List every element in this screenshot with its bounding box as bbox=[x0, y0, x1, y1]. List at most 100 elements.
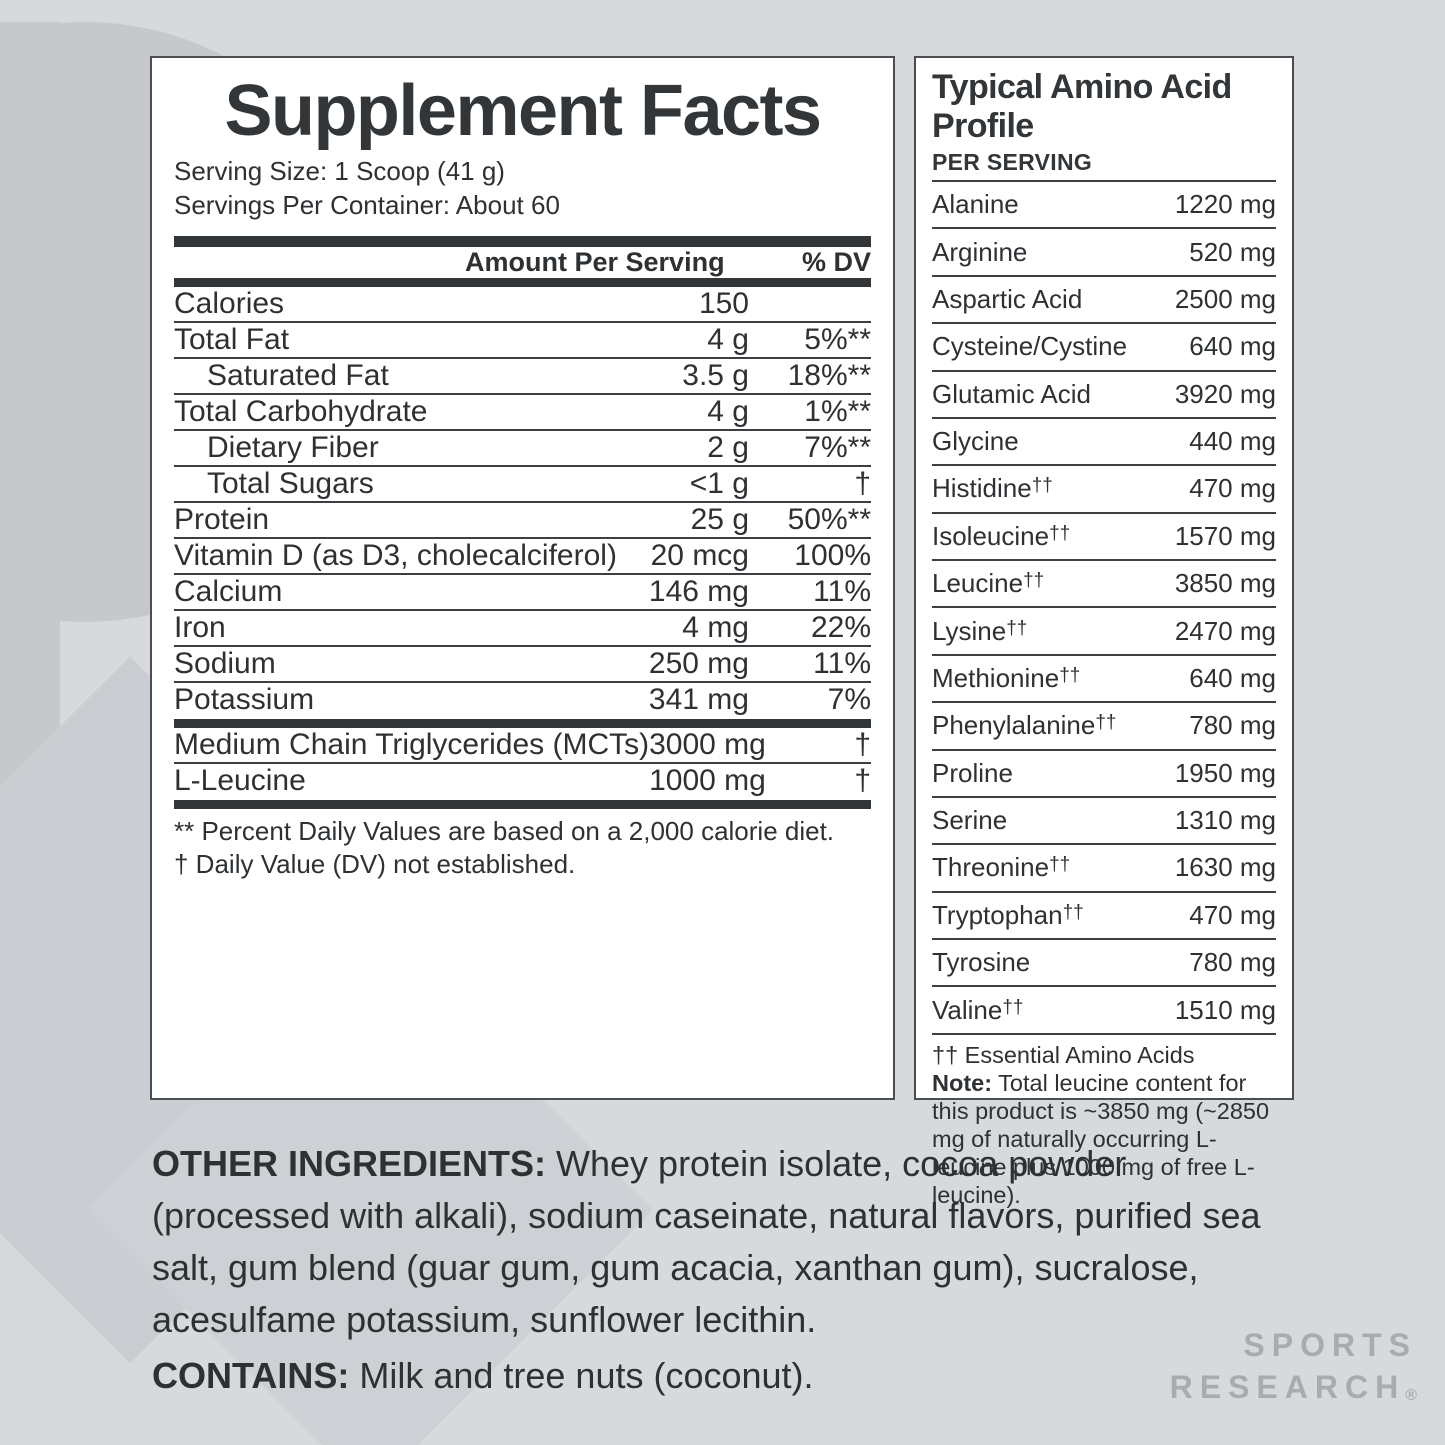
other-ingredients-block: OTHER INGREDIENTS: Whey protein isolate,… bbox=[152, 1138, 1312, 1346]
extra-ingredient-name: Medium Chain Triglycerides (MCTs) bbox=[174, 728, 650, 761]
header-percent-dv: % DV bbox=[801, 247, 871, 277]
amino-acid-name: Lysine†† bbox=[932, 606, 1159, 655]
amino-acid-value: 640 mg bbox=[1158, 322, 1276, 371]
amino-acid-name: Threonine†† bbox=[932, 843, 1159, 892]
amino-acid-row: Isoleucine†† 1570 mg bbox=[932, 511, 1276, 560]
nutrient-name: Total Sugars bbox=[174, 465, 643, 502]
amino-acid-row: Lysine†† 2470 mg bbox=[932, 606, 1276, 655]
amino-acid-value: 470 mg bbox=[1158, 890, 1276, 939]
amino-acid-name: Valine†† bbox=[932, 985, 1159, 1033]
thick-divider-before-extras bbox=[174, 719, 871, 728]
servings-per-container-text: Servings Per Container: About 60 bbox=[174, 190, 560, 220]
amino-acid-row: Alanine 1220 mg bbox=[932, 179, 1276, 229]
nutrient-name: Potassium bbox=[174, 681, 643, 717]
nutrient-percent-dv: 7% bbox=[753, 681, 871, 717]
contains-text: Milk and tree nuts (coconut). bbox=[349, 1355, 814, 1396]
amino-acid-profile-panel: Typical Amino Acid Profile PER SERVING A… bbox=[914, 56, 1294, 1208]
amino-acid-table: Alanine 1220 mg Arginine 520 mg Aspartic Aci… bbox=[932, 179, 1276, 1033]
nutrient-amount: 4 g bbox=[642, 321, 753, 358]
amino-acid-name: Arginine bbox=[932, 227, 1159, 276]
amino-acid-value: 2470 mg bbox=[1158, 606, 1276, 655]
amino-acid-row: Proline 1950 mg bbox=[932, 748, 1276, 797]
amino-acid-value: 440 mg bbox=[1158, 416, 1276, 466]
nutrient-percent-dv: 100% bbox=[753, 537, 871, 574]
amino-acid-value: 780 mg bbox=[1158, 937, 1276, 987]
registered-mark: ® bbox=[1405, 1387, 1417, 1404]
nutrient-name: Calcium bbox=[174, 573, 643, 610]
nutrient-name: Iron bbox=[174, 609, 643, 646]
nutrient-percent-dv: 11% bbox=[753, 573, 871, 610]
extra-ingredient-row: L-Leucine 1000 mg † bbox=[174, 762, 871, 798]
nutrient-rows-table: Calories 150 Total Fat 4 g 5%** Saturated Fat… bbox=[174, 287, 871, 717]
nutrient-percent-dv: † bbox=[753, 465, 871, 502]
amino-acid-row: Valine†† 1510 mg bbox=[932, 985, 1276, 1033]
supplement-facts-panel: Supplement Facts Serving Size: 1 Scoop (… bbox=[150, 56, 895, 1100]
nutrient-row: Saturated Fat 3.5 g 18%** bbox=[174, 357, 871, 394]
amino-acid-name: Leucine†† bbox=[932, 558, 1159, 608]
nutrient-percent-dv: 18%** bbox=[753, 357, 871, 394]
amino-acid-value: 520 mg bbox=[1158, 227, 1276, 276]
amino-acid-value: 1310 mg bbox=[1158, 795, 1276, 845]
nutrient-percent-dv: 5%** bbox=[753, 321, 871, 358]
thick-divider-under-header bbox=[174, 278, 871, 287]
amino-acid-row: Aspartic Acid 2500 mg bbox=[932, 274, 1276, 324]
amino-acid-name: Alanine bbox=[932, 179, 1159, 229]
essential-marker: †† bbox=[1031, 475, 1053, 497]
extra-ingredient-dv: † bbox=[854, 728, 871, 761]
other-ingredients-text: Whey protein isolate, cocoa powder (proc… bbox=[152, 1143, 1261, 1340]
amino-acid-name: Phenylalanine†† bbox=[932, 701, 1159, 750]
thick-divider-top bbox=[174, 236, 871, 247]
brand-line-1: SPORTS bbox=[1243, 1327, 1417, 1363]
header-amount-per-serving: Amount Per Serving bbox=[465, 247, 725, 277]
extra-ingredient-amount: 3000 mg bbox=[649, 728, 766, 761]
nutrient-row: Total Carbohydrate 4 g 1%** bbox=[174, 393, 871, 430]
amino-acid-value: 1570 mg bbox=[1158, 511, 1276, 560]
brand-line-2-wrap: RESEARCH® bbox=[1170, 1366, 1417, 1417]
amino-acid-row: Tyrosine 780 mg bbox=[932, 937, 1276, 987]
footnote-dagger: † Daily Value (DV) not established. bbox=[174, 849, 576, 879]
nutrient-amount: 3.5 g bbox=[642, 357, 753, 394]
amino-acid-row: Leucine†† 3850 mg bbox=[932, 558, 1276, 608]
extra-ingredient-name: L-Leucine bbox=[174, 762, 650, 798]
nutrient-name: Protein bbox=[174, 501, 643, 538]
nutrient-amount: <1 g bbox=[642, 465, 753, 502]
extra-ingredient-rows-table: Medium Chain Triglycerides (MCTs) 3000 mg… bbox=[174, 728, 871, 798]
amino-acid-value: 470 mg bbox=[1158, 464, 1276, 513]
footnote-percent-dv: ** Percent Daily Values are based on a 2… bbox=[174, 816, 835, 846]
nutrient-amount: 20 mcg bbox=[642, 537, 753, 574]
nutrient-name: Saturated Fat bbox=[174, 357, 643, 394]
nutrient-amount: 150 bbox=[698, 287, 749, 320]
amino-acid-name: Histidine†† bbox=[932, 464, 1159, 513]
amino-acid-row: Threonine†† 1630 mg bbox=[932, 843, 1276, 892]
nutrient-row: Sodium 250 mg 11% bbox=[174, 645, 871, 682]
amino-acid-subtitle: PER SERVING bbox=[932, 149, 1093, 175]
amino-acid-notes: †† Essential Amino Acids Note: Total leu… bbox=[932, 1032, 1276, 1209]
amino-acid-value: 780 mg bbox=[1158, 701, 1276, 750]
nutrient-name: Total Fat bbox=[174, 321, 643, 358]
nutrient-row: Calories 150 bbox=[174, 287, 871, 322]
nutrient-row: Total Fat 4 g 5%** bbox=[174, 321, 871, 358]
amino-acid-row: Phenylalanine†† 780 mg bbox=[932, 701, 1276, 750]
nutrient-row: Protein 25 g 50%** bbox=[174, 501, 871, 538]
amino-acid-row: Cysteine/Cystine 640 mg bbox=[932, 322, 1276, 371]
nutrient-row: Calcium 146 mg 11% bbox=[174, 573, 871, 610]
nutrient-row: Potassium 341 mg 7% bbox=[174, 681, 871, 717]
leucine-note: Note: Total leucine content for this pro… bbox=[932, 1069, 1276, 1209]
amino-acid-row: Serine 1310 mg bbox=[932, 795, 1276, 845]
amino-acid-row: Tryptophan†† 470 mg bbox=[932, 890, 1276, 939]
table-header-row: Amount Per Serving % DV bbox=[174, 247, 871, 278]
serving-size-text: Serving Size: 1 Scoop (41 g) bbox=[174, 156, 505, 186]
amino-acid-value: 3850 mg bbox=[1158, 558, 1276, 608]
nutrient-row: Dietary Fiber 2 g 7%** bbox=[174, 429, 871, 466]
essential-marker: †† bbox=[1006, 617, 1028, 639]
nutrient-amount: 4 g bbox=[642, 393, 753, 430]
amino-acid-value: 1220 mg bbox=[1158, 179, 1276, 229]
amino-acid-value: 3920 mg bbox=[1158, 369, 1276, 418]
essential-marker: †† bbox=[1002, 996, 1024, 1018]
amino-acid-row: Glutamic Acid 3920 mg bbox=[932, 369, 1276, 418]
amino-acid-name: Glycine bbox=[932, 416, 1159, 466]
nutrient-amount: 2 g bbox=[642, 429, 753, 466]
nutrient-percent-dv: 7%** bbox=[753, 429, 871, 466]
amino-acid-name: Methionine†† bbox=[932, 653, 1159, 703]
supplement-footnotes: ** Percent Daily Values are based on a 2… bbox=[174, 809, 871, 881]
